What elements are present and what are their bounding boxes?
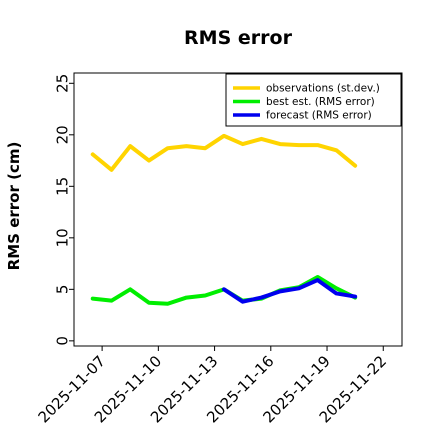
legend-label: best est. (RMS error) xyxy=(266,96,375,108)
y-tick-label: 20 xyxy=(53,125,71,144)
y-axis-ticks: 0 5 10 15 20 25 xyxy=(53,74,74,346)
y-tick-label: 0 xyxy=(53,336,71,346)
legend: observations (st.dev.)best est. (RMS err… xyxy=(225,73,402,127)
chart-title: RMS error xyxy=(184,27,293,49)
y-tick-label: 10 xyxy=(53,228,71,247)
y-tick-label: 5 xyxy=(53,285,71,295)
series-line-1 xyxy=(90,133,358,172)
plot-frame xyxy=(73,72,403,347)
y-tick-label: 25 xyxy=(53,74,71,93)
y-axis-label: RMS error (cm) xyxy=(5,142,23,271)
series-line-3 xyxy=(221,278,358,304)
x-axis-ticks: 2025-11-072025-11-102025-11-132025-11-16… xyxy=(35,346,390,426)
legend-label: observations (st.dev.) xyxy=(266,83,380,95)
series-layer xyxy=(90,133,358,306)
legend-label: forecast (RMS error) xyxy=(266,110,372,122)
y-tick-label: 15 xyxy=(53,177,71,196)
